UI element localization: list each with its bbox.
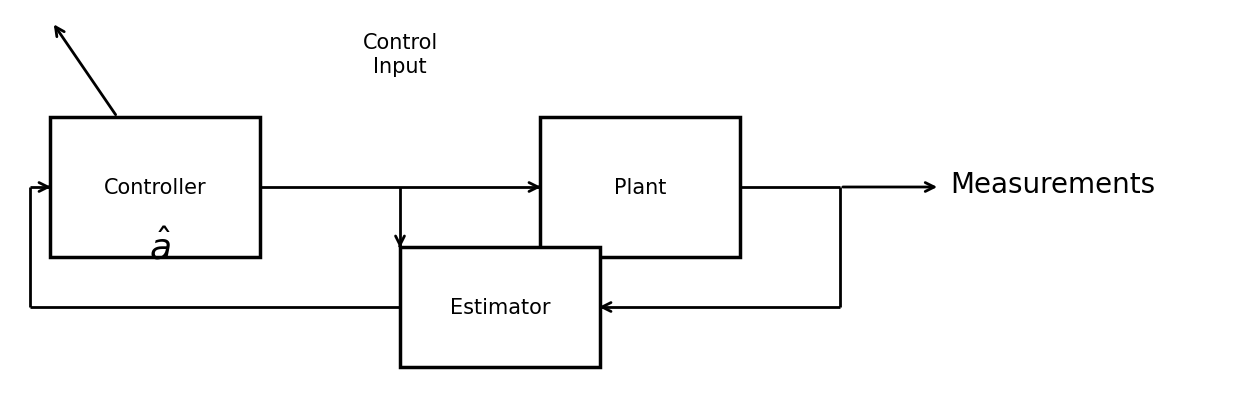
Text: Plant: Plant — [614, 178, 666, 198]
Text: Control
Input: Control Input — [362, 33, 438, 76]
Bar — [49, 118, 260, 257]
Text: Estimator: Estimator — [450, 297, 550, 317]
Text: Controller: Controller — [104, 178, 206, 198]
Bar — [400, 247, 599, 367]
Bar — [540, 118, 740, 257]
Text: Measurements: Measurements — [950, 171, 1156, 198]
Text: $\hat{a}$: $\hat{a}$ — [150, 229, 171, 266]
